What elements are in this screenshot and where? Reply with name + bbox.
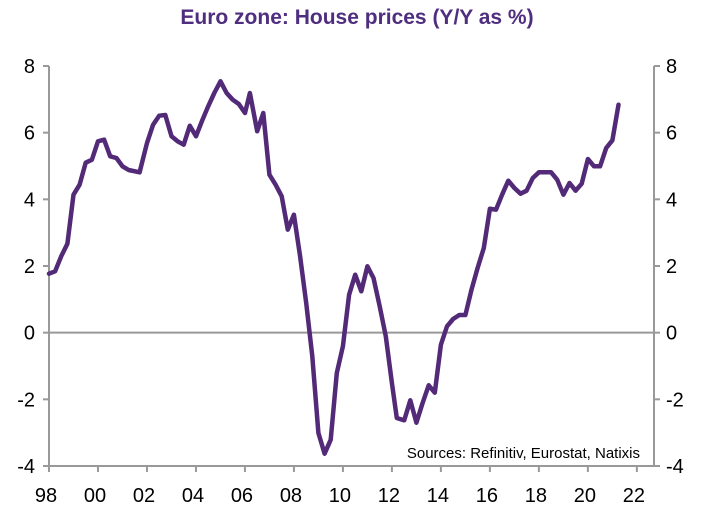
y-tick-label-right: -4 xyxy=(666,456,684,478)
x-tick-label: 06 xyxy=(231,485,253,507)
x-tick-label: 08 xyxy=(280,485,302,507)
x-tick-label: 14 xyxy=(427,485,449,507)
x-tick-label: 10 xyxy=(329,485,351,507)
x-tick-label: 20 xyxy=(574,485,596,507)
y-tick-label-right: 0 xyxy=(666,323,677,345)
x-tick-label: 02 xyxy=(133,485,155,507)
x-tick-label: 12 xyxy=(378,485,400,507)
y-tick-label-right: 2 xyxy=(666,256,677,278)
y-tick-label-left: 2 xyxy=(24,256,35,278)
y-tick-label-right: 6 xyxy=(666,123,677,145)
source-note: Sources: Refinitiv, Eurostat, Natixis xyxy=(407,445,640,462)
y-tick-label-left: -4 xyxy=(17,456,35,478)
y-tick-label-left: 8 xyxy=(24,56,35,78)
y-tick-label-left: -2 xyxy=(17,389,35,411)
y-tick-label-left: 0 xyxy=(24,323,35,345)
x-tick-label: 00 xyxy=(84,485,106,507)
y-tick-label-left: 6 xyxy=(24,123,35,145)
y-tick-label-right: -2 xyxy=(666,389,684,411)
house-price-line xyxy=(46,79,621,456)
x-tick-label: 16 xyxy=(476,485,498,507)
x-tick-label: 18 xyxy=(525,485,547,507)
y-tick-label-right: 4 xyxy=(666,189,677,211)
x-tick-label: 22 xyxy=(623,485,645,507)
x-tick-label: 04 xyxy=(182,485,204,507)
chart-title: Euro zone: House prices (Y/Y as %) xyxy=(180,6,534,29)
y-tick-label-left: 4 xyxy=(24,189,35,211)
y-tick-label-right: 8 xyxy=(666,56,677,78)
x-tick-label: 98 xyxy=(35,485,57,507)
